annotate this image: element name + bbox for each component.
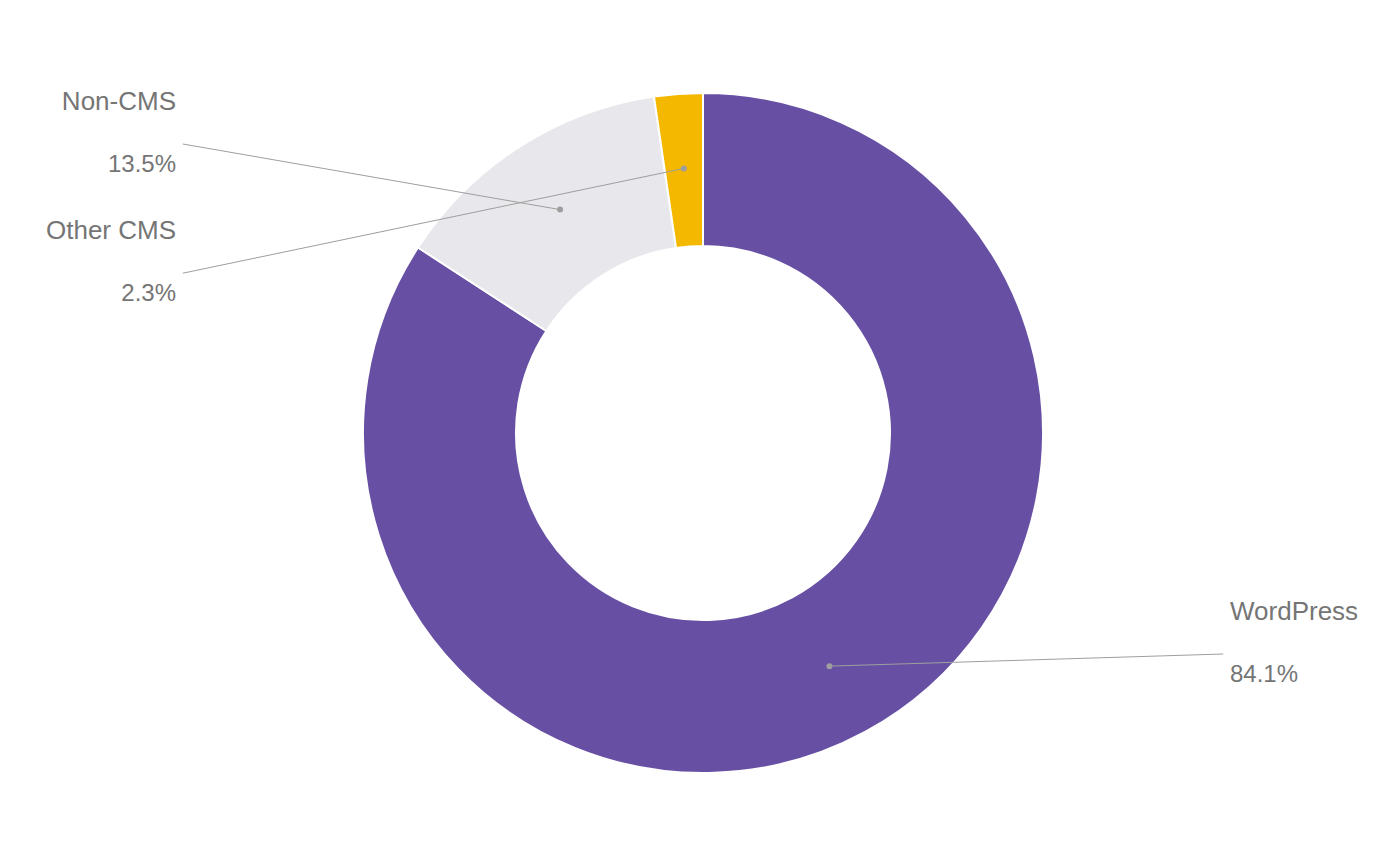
svg-text:Non-CMS: Non-CMS <box>62 86 176 116</box>
svg-text:2.3%: 2.3% <box>121 279 176 306</box>
svg-text:WordPress: WordPress <box>1230 596 1358 626</box>
svg-text:84.1%: 84.1% <box>1230 660 1298 687</box>
svg-text:Other CMS: Other CMS <box>46 215 176 245</box>
svg-text:13.5%: 13.5% <box>108 150 176 177</box>
